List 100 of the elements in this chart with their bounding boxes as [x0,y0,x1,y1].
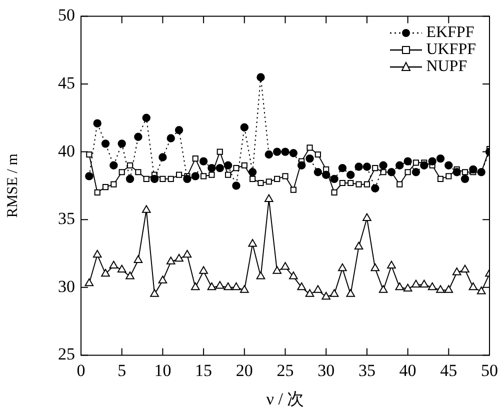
point [208,172,215,178]
point [338,164,347,172]
point [240,285,249,293]
point [160,176,166,182]
point [460,174,470,184]
point [348,180,354,186]
point [200,173,207,180]
y-tick-label: 45 [58,73,75,92]
point [126,272,134,280]
point [150,174,159,184]
point [272,148,282,156]
point [372,165,378,172]
point [224,282,232,290]
point [412,168,420,176]
point [420,280,429,288]
point [330,289,339,297]
point [118,140,126,148]
x-tick-label: 45 [440,360,458,380]
legend-label: UKFPF [426,41,476,58]
point [297,161,306,170]
point [412,280,420,288]
point [84,278,94,286]
point [93,119,102,128]
point [248,168,257,176]
point [280,262,290,270]
point [444,285,454,293]
point [110,161,118,170]
point [314,168,322,176]
x-axis-title: ν / 次 [266,389,304,408]
point [371,184,380,193]
y-tick-label: 25 [58,344,75,364]
point [233,165,240,172]
point [330,174,338,184]
point [314,285,322,293]
point [266,178,272,185]
point [395,282,404,290]
point [110,181,117,188]
point [346,289,356,297]
point [166,134,175,142]
point [183,174,192,184]
point [166,256,176,264]
point [224,161,232,170]
point [232,182,240,190]
legend-label: EKFPF [426,24,474,41]
point [446,173,452,180]
point [101,268,110,277]
point [306,154,314,163]
x-tick-label: 50 [481,360,498,380]
point [436,285,445,293]
point [338,263,347,272]
point [216,148,223,155]
point [354,162,363,171]
point [356,181,362,188]
point [322,292,330,300]
point [379,161,388,170]
point [362,162,372,171]
point [142,114,150,122]
point [387,260,396,268]
point [102,184,109,190]
point [436,154,445,163]
y-axis-title: RMSE / m [4,153,21,218]
point [117,264,126,273]
point [174,126,184,134]
point [94,189,100,196]
point [281,148,290,156]
point [403,284,412,292]
point [158,276,168,284]
point [192,156,198,162]
point [428,282,437,290]
x-tick-label: 5 [118,360,126,380]
point [199,266,208,274]
point [346,170,355,179]
point [339,180,346,186]
x-tick-label: 20 [236,360,253,380]
point [306,144,313,151]
point [208,164,216,172]
point [396,161,404,170]
point [250,176,256,182]
point [380,169,386,176]
point [362,213,372,221]
point [364,181,370,188]
point [135,169,142,176]
point [143,176,150,182]
point [396,181,403,188]
point [412,160,420,166]
point [225,172,232,178]
point [354,242,364,250]
point [142,205,151,213]
point [134,255,143,264]
point [452,168,461,176]
point [174,254,184,262]
y-tick-label: 50 [58,6,75,25]
point [191,172,200,180]
point [240,123,248,132]
point [370,263,380,272]
point [134,132,142,141]
point [378,285,388,293]
x-tick-label: 40 [399,360,416,380]
point [199,157,208,166]
point [452,267,462,276]
